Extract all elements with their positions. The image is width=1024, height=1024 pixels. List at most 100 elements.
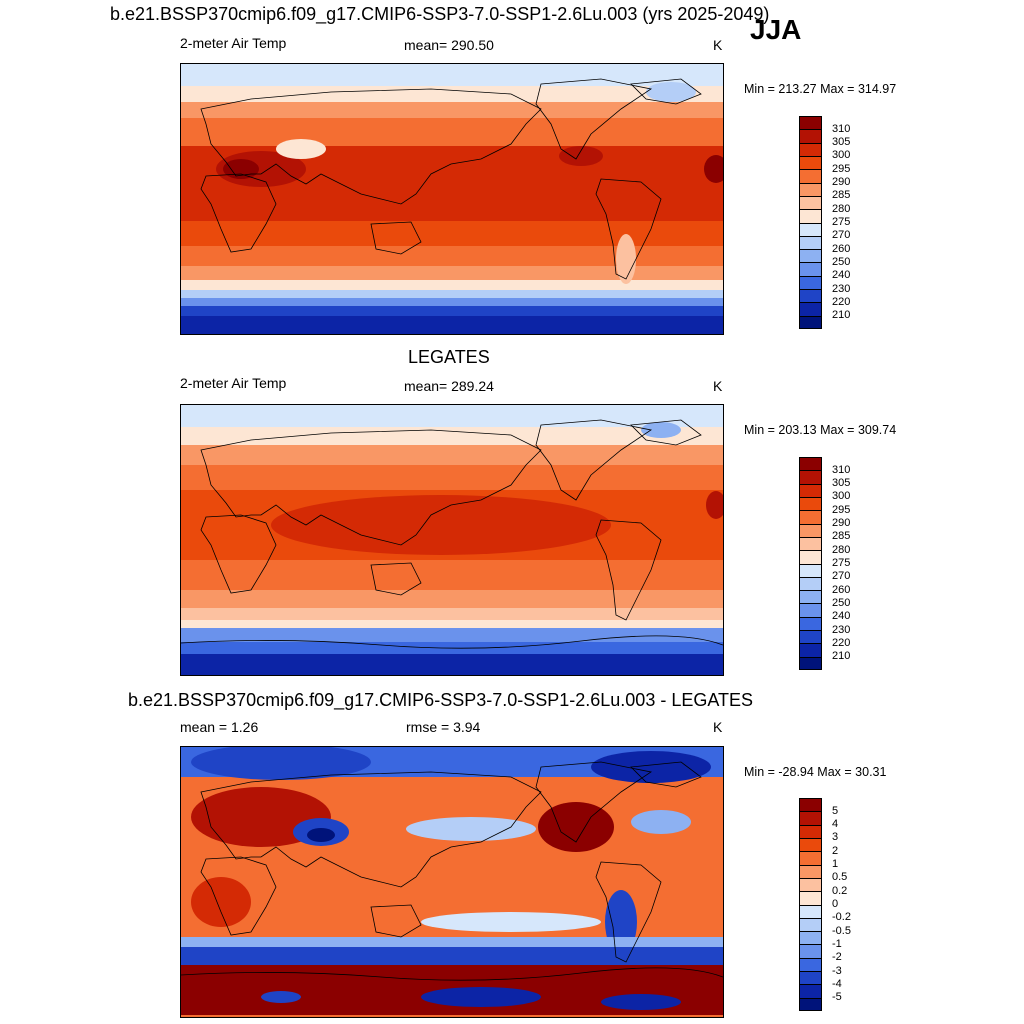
colorbar-swatch <box>799 510 822 525</box>
colorbar-tick-label: 2 <box>832 844 839 857</box>
colorbar-tick-label: 310 <box>832 463 851 476</box>
colorbar-swatch <box>799 824 822 839</box>
colorbar-tick-label: -0.2 <box>832 911 851 924</box>
colorbar-swatch <box>799 550 822 564</box>
colorbar-tick-label: -5 <box>832 991 842 1004</box>
colorbar-tick-label: 300 <box>832 149 851 162</box>
colorbar-swatch <box>799 195 822 210</box>
colorbar-tick-label: 210 <box>832 309 851 322</box>
season-label: JJA <box>750 14 802 45</box>
colorbar-tick-label: 220 <box>832 636 851 649</box>
colorbar-swatch <box>799 155 822 170</box>
colorbar-swatch <box>799 931 822 945</box>
colorbar-tick-label: 285 <box>832 530 851 543</box>
colorbar-tick-label: 3 <box>832 831 839 844</box>
colorbar-tick-label: 220 <box>832 295 851 308</box>
colorbar-tick-label: 270 <box>832 570 851 583</box>
colorbar-tick-label: 280 <box>832 543 851 556</box>
colorbar-tick-label: 300 <box>832 490 851 503</box>
colorbar-tick-label: -0.5 <box>832 924 851 937</box>
panel1-map <box>180 63 724 335</box>
panel1-mean-label: mean= 290.50 <box>404 37 494 53</box>
colorbar-tick-label: 260 <box>832 583 851 596</box>
colorbar-swatch <box>799 590 822 604</box>
panel3-mean-label: mean = 1.26 <box>180 719 259 735</box>
colorbar-swatch <box>799 315 822 329</box>
colorbar-tick-label: 270 <box>832 229 851 242</box>
colorbar-swatch <box>799 851 822 866</box>
colorbar-swatch <box>799 997 822 1011</box>
panel1-minmax-label: Min = 213.27 Max = 314.97 <box>744 82 897 96</box>
panel2-units-label: K <box>713 378 723 394</box>
colorbar-tick-label: 305 <box>832 477 851 490</box>
colorbar-tick-label: 0.2 <box>832 884 848 897</box>
colorbar-tick-label: 310 <box>832 122 851 135</box>
panel1-variable-label: 2-meter Air Temp <box>180 35 287 51</box>
colorbar-tick-label: 0.5 <box>832 871 848 884</box>
panel3-rmse-label: rmse = 3.94 <box>406 719 481 735</box>
colorbar-tick-label: 275 <box>832 557 851 569</box>
panel2-title: LEGATES <box>408 347 490 367</box>
colorbar-tick-label: 285 <box>832 189 851 202</box>
colorbar-swatch <box>799 576 822 591</box>
colorbar-swatch <box>799 275 822 290</box>
colorbar-swatch <box>799 457 822 471</box>
colorbar-tick-label: 305 <box>832 136 851 149</box>
panel1-units-label: K <box>713 37 723 53</box>
colorbar-tick-label: 0 <box>832 898 839 910</box>
colorbar-swatch <box>799 798 822 812</box>
colorbar-swatch <box>799 616 822 631</box>
colorbar-swatch <box>799 249 822 263</box>
panel3-units-label: K <box>713 719 723 735</box>
colorbar-tick-label: 240 <box>832 610 851 623</box>
panel2-minmax-label: Min = 203.13 Max = 309.74 <box>744 423 897 437</box>
panel2-map <box>180 404 724 676</box>
colorbar-tick-label: 240 <box>832 269 851 282</box>
colorbar-swatch <box>799 904 822 919</box>
colorbar-swatch <box>799 917 822 932</box>
colorbar-tick-label: -1 <box>832 937 842 950</box>
panel3-map <box>180 746 724 1018</box>
colorbar-swatch <box>799 235 822 250</box>
colorbar-tick-label: 275 <box>832 216 851 228</box>
panel1-colorbar: 310 305 300 295 290 285 280 275 270 260 250 240 230 2… <box>799 116 889 329</box>
colorbar-swatch <box>799 470 822 485</box>
colorbar-swatch <box>799 603 822 618</box>
colorbar-tick-label: 1 <box>832 858 839 871</box>
colorbar-swatch <box>799 837 822 852</box>
panel3-colorbar: 5 4 3 2 1 0.5 0.2 0 -0.2 -0.5 -1 -2 -3 -4 -5 <box>799 798 889 1011</box>
panel2-variable-label: 2-meter Air Temp <box>180 375 287 391</box>
colorbar-swatch <box>799 262 822 277</box>
colorbar-swatch <box>799 864 822 879</box>
colorbar-tick-label: 295 <box>832 162 851 175</box>
colorbar-tick-label: 295 <box>832 503 851 516</box>
colorbar-swatch <box>799 957 822 972</box>
colorbar-tick-label: 250 <box>832 255 851 268</box>
colorbar-tick-label: -3 <box>832 964 842 977</box>
colorbar-tick-label: 260 <box>832 242 851 255</box>
colorbar-swatch <box>799 289 822 303</box>
colorbar-swatch <box>799 169 822 184</box>
colorbar-swatch <box>799 302 822 317</box>
colorbar-tick-label: 230 <box>832 282 851 295</box>
panel1-title: b.e21.BSSP370cmip6.f09_g17.CMIP6-SSP3-7.… <box>110 4 770 24</box>
colorbar-swatch <box>799 182 822 197</box>
colorbar-swatch <box>799 877 822 892</box>
colorbar-swatch <box>799 483 822 498</box>
colorbar-swatch <box>799 523 822 538</box>
panel2-colorbar: 310 305 300 295 290 285 280 275 270 260 250 240 230 2… <box>799 457 889 670</box>
colorbar-tick-label: 210 <box>832 650 851 663</box>
colorbar-tick-label: 5 <box>832 804 839 817</box>
colorbar-swatch <box>799 984 822 999</box>
colorbar-swatch <box>799 563 822 578</box>
colorbar-swatch <box>799 496 822 511</box>
colorbar-tick-label: 230 <box>832 623 851 636</box>
colorbar-swatch <box>799 643 822 658</box>
colorbar-tick-label: 290 <box>832 176 851 189</box>
colorbar-tick-label: 250 <box>832 596 851 609</box>
colorbar-swatch <box>799 116 822 130</box>
colorbar-swatch <box>799 971 822 985</box>
colorbar-tick-label: -2 <box>832 951 842 964</box>
colorbar-swatch <box>799 891 822 905</box>
panel3-minmax-label: Min = -28.94 Max = 30.31 <box>744 765 887 779</box>
